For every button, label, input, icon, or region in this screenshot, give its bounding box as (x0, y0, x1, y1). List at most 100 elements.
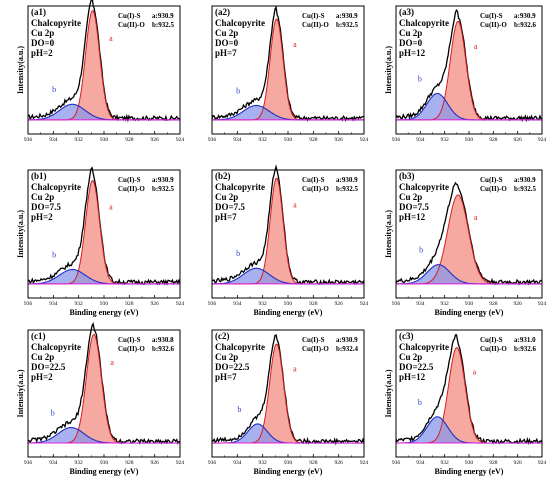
sample-info-line: Chalcopyrite (215, 18, 265, 28)
peak-a-label: a (474, 213, 478, 222)
sample-info-line: Chalcopyrite (215, 342, 265, 352)
x-tick-label: 924 (176, 460, 185, 466)
panel-label: (a3) (399, 7, 414, 17)
peak-a-fill (212, 344, 364, 444)
panel-b1: 936 934 932 930 928 926 924 Binding energy (eV)… (16, 166, 185, 317)
species-label: Cu(II)-O (302, 185, 329, 193)
x-axis-title: Binding energy (eV) (435, 308, 504, 317)
sample-info-line: Cu 2p (215, 28, 238, 38)
sample-info-line: Cu 2p (215, 352, 238, 362)
sample-info-line: DO=22.5 (215, 362, 250, 372)
panel-label: (c3) (399, 331, 414, 341)
species-label: Cu(II)-O (118, 185, 145, 193)
x-tick-label: 936 (208, 460, 217, 466)
panel-c2: 936 934 932 930 928 926 924 Binding energy (eV)… (208, 329, 369, 476)
x-tick-label: 932 (259, 137, 268, 143)
peak-b-fill (28, 104, 180, 120)
peak-a-label: a (474, 42, 478, 51)
sample-info-line: pH=7 (215, 48, 237, 58)
species-peak: b:932.5 (152, 21, 174, 29)
x-tick-label: 924 (360, 460, 369, 466)
panel-label: (a1) (31, 7, 46, 17)
x-axis-title: Binding energy (eV) (254, 308, 323, 317)
x-tick-label: 932 (259, 460, 268, 466)
raw-spectrum-line (395, 334, 543, 446)
x-tick-label: 932 (259, 301, 268, 307)
sample-info-line: DO=0 (31, 38, 55, 48)
x-tick-label: 928 (125, 460, 134, 466)
sample-info-line: Chalcopyrite (31, 182, 81, 192)
x-tick-label: 926 (514, 301, 523, 307)
peak-a-label: a (109, 202, 113, 211)
species-peak: b:932.5 (514, 185, 536, 193)
x-axis-title: Binding energy (eV) (254, 467, 323, 476)
species-peak: a:930.9 (514, 176, 536, 184)
x-tick-label: 926 (151, 460, 160, 466)
peak-b-fill (396, 416, 542, 444)
sample-info-line: DO=7.5 (31, 202, 61, 212)
x-tick-label: 936 (24, 301, 33, 307)
x-tick-label: 932 (441, 301, 450, 307)
species-peak: a:930.9 (336, 176, 358, 184)
peak-a-fill (28, 334, 180, 444)
x-tick-label: 934 (233, 137, 242, 143)
x-tick-label: 928 (309, 301, 318, 307)
x-tick-label: 932 (75, 460, 84, 466)
sample-info-line: pH=7 (215, 212, 237, 222)
x-tick-label: 930 (284, 137, 293, 143)
species-peak: b:932.5 (152, 185, 174, 193)
species-label: Cu(II)-O (480, 345, 507, 353)
sample-info-line: Cu 2p (399, 192, 422, 202)
x-tick-label: 934 (49, 460, 58, 466)
x-tick-label: 934 (49, 137, 58, 143)
panel-label: (c1) (31, 331, 46, 341)
panel-label: (b3) (399, 171, 415, 181)
sample-info-line: DO=7.5 (399, 202, 429, 212)
sample-info-line: pH=2 (31, 48, 53, 58)
sample-info-line: Cu 2p (31, 192, 54, 202)
sample-info-line: Cu 2p (399, 28, 422, 38)
x-tick-label: 924 (538, 137, 547, 143)
x-tick-label: 924 (176, 301, 185, 307)
x-tick-label: 924 (538, 460, 547, 466)
x-tick-label: 928 (125, 301, 134, 307)
species-peak: a:930.9 (152, 176, 174, 184)
peak-b-label: b (52, 250, 56, 259)
peak-b-label: b (418, 74, 422, 83)
x-tick-label: 930 (100, 460, 109, 466)
x-tick-label: 936 (392, 301, 401, 307)
panel-a1: 936 934 932 930 928 926 924 Intensity(a.u.) (a1)… (16, 0, 184, 143)
peak-a-label: a (293, 365, 297, 374)
peak-b-fill (212, 423, 364, 444)
x-tick-label: 930 (284, 301, 293, 307)
peak-b-fill (212, 105, 364, 120)
x-tick-label: 936 (208, 137, 217, 143)
x-tick-label: 924 (360, 301, 369, 307)
x-tick-label: 934 (233, 460, 242, 466)
x-tick-label: 936 (392, 460, 401, 466)
x-tick-label: 930 (465, 301, 474, 307)
peak-b-fill (212, 268, 364, 284)
x-tick-label: 930 (465, 137, 474, 143)
sample-info-line: Cu 2p (215, 192, 238, 202)
x-tick-label: 924 (360, 137, 369, 143)
species-label: Cu(II)-O (302, 345, 329, 353)
sample-info-line: Chalcopyrite (215, 182, 265, 192)
species-label: Cu(II)-O (480, 185, 507, 193)
sample-info-line: Chalcopyrite (31, 342, 81, 352)
x-tick-label: 926 (335, 460, 344, 466)
x-tick-label: 926 (335, 301, 344, 307)
peak-b-fill (28, 427, 180, 444)
peak-b-fill (28, 269, 180, 284)
peak-a-label: a (110, 358, 114, 367)
x-tick-label: 930 (465, 460, 474, 466)
species-peak: b:932.6 (514, 345, 536, 353)
sample-info-line: DO=7.5 (215, 202, 245, 212)
species-label: Cu(I)-S (480, 336, 503, 344)
x-tick-label: 926 (151, 301, 160, 307)
y-axis-title: Intensity(a.u.) (16, 369, 25, 417)
species-peak: b:932.6 (514, 21, 536, 29)
panel-label: (b2) (215, 171, 231, 181)
x-tick-label: 928 (309, 137, 318, 143)
